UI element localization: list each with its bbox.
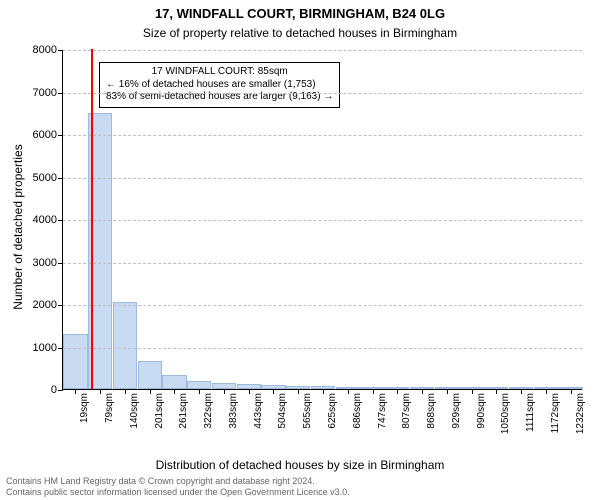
annotation-line-2: ← 16% of detached houses are smaller (1,…: [106, 79, 333, 92]
x-tick-label: 443sqm: [253, 393, 264, 429]
x-tick-label: 686sqm: [352, 393, 363, 429]
annotation-line-1: 17 WINDFALL COURT: 85sqm: [106, 66, 333, 79]
x-tick-label: 1050sqm: [500, 393, 511, 434]
x-tick-mark: [546, 389, 547, 394]
gridline: [63, 348, 582, 349]
plot-area: 17 WINDFALL COURT: 85sqm ← 16% of detach…: [62, 50, 582, 390]
x-tick-mark: [100, 389, 101, 394]
gridline: [63, 305, 582, 306]
y-tick-label: 2000: [33, 299, 57, 311]
x-tick-label: 1172sqm: [550, 393, 561, 433]
x-tick-label: 19sqm: [79, 393, 90, 423]
histogram-bar: [138, 361, 162, 389]
y-tick-mark: [58, 348, 63, 349]
y-tick-label: 3000: [33, 257, 57, 269]
x-tick-mark: [373, 389, 374, 394]
y-tick-mark: [58, 178, 63, 179]
x-tick-label: 747sqm: [377, 393, 388, 429]
x-tick-label: 990sqm: [476, 393, 487, 429]
x-tick-mark: [571, 389, 572, 394]
histogram-bar: [187, 381, 211, 390]
x-tick-label: 201sqm: [154, 393, 165, 429]
chart-title: 17, WINDFALL COURT, BIRMINGHAM, B24 0LG: [0, 6, 600, 21]
gridline: [63, 220, 582, 221]
chart-subtitle: Size of property relative to detached ho…: [0, 26, 600, 40]
gridline: [63, 50, 582, 51]
gridline: [63, 93, 582, 94]
x-tick-label: 261sqm: [178, 393, 189, 429]
y-tick-label: 7000: [33, 87, 57, 99]
y-tick-label: 4000: [33, 214, 57, 226]
x-tick-label: 79sqm: [104, 393, 115, 423]
x-tick-label: 322sqm: [203, 393, 214, 429]
x-tick-label: 807sqm: [401, 393, 412, 429]
x-tick-label: 868sqm: [426, 393, 437, 429]
y-axis-label: Number of detached properties: [11, 144, 25, 309]
x-tick-label: 504sqm: [277, 393, 288, 429]
x-tick-mark: [249, 389, 250, 394]
y-tick-label: 6000: [33, 129, 57, 141]
histogram-bar: [113, 302, 137, 389]
x-tick-label: 565sqm: [302, 393, 313, 429]
x-tick-mark: [150, 389, 151, 394]
y-tick-mark: [58, 135, 63, 136]
x-tick-mark: [496, 389, 497, 394]
y-tick-mark: [58, 220, 63, 221]
x-tick-mark: [174, 389, 175, 394]
x-tick-label: 1232sqm: [575, 393, 586, 434]
y-tick-mark: [58, 390, 63, 391]
y-tick-mark: [58, 50, 63, 51]
footer-line-1: Contains HM Land Registry data © Crown c…: [6, 476, 350, 487]
x-tick-mark: [224, 389, 225, 394]
x-tick-mark: [447, 389, 448, 394]
x-tick-mark: [273, 389, 274, 394]
gridline: [63, 135, 582, 136]
x-tick-label: 383sqm: [228, 393, 239, 429]
y-tick-label: 5000: [33, 172, 57, 184]
y-tick-mark: [58, 263, 63, 264]
gridline: [63, 263, 582, 264]
x-tick-mark: [323, 389, 324, 394]
x-tick-label: 1111sqm: [525, 393, 536, 432]
y-tick-mark: [58, 305, 63, 306]
x-tick-mark: [521, 389, 522, 394]
y-tick-mark: [58, 93, 63, 94]
footer-attribution: Contains HM Land Registry data © Crown c…: [6, 476, 350, 498]
x-tick-mark: [125, 389, 126, 394]
y-tick-label: 0: [51, 384, 57, 396]
x-axis-label: Distribution of detached houses by size …: [0, 458, 600, 472]
property-marker-line: [91, 49, 93, 389]
x-tick-mark: [199, 389, 200, 394]
gridline: [63, 178, 582, 179]
y-tick-label: 8000: [33, 44, 57, 56]
annotation-box: 17 WINDFALL COURT: 85sqm ← 16% of detach…: [99, 62, 340, 108]
histogram-bar: [63, 334, 87, 389]
y-tick-label: 1000: [33, 342, 57, 354]
histogram-bar: [162, 375, 186, 389]
x-tick-mark: [397, 389, 398, 394]
x-tick-label: 140sqm: [129, 393, 140, 429]
x-tick-mark: [348, 389, 349, 394]
x-tick-label: 929sqm: [451, 393, 462, 429]
x-tick-mark: [422, 389, 423, 394]
x-tick-mark: [472, 389, 473, 394]
footer-line-2: Contains public sector information licen…: [6, 487, 350, 498]
x-tick-label: 625sqm: [327, 393, 338, 429]
x-tick-mark: [75, 389, 76, 394]
x-tick-mark: [298, 389, 299, 394]
